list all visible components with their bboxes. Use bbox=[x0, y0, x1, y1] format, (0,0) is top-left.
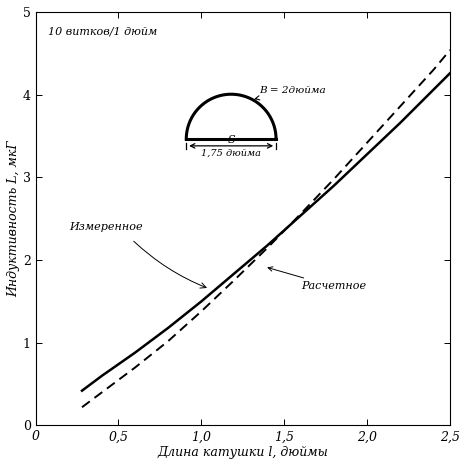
Text: S: S bbox=[227, 135, 235, 144]
Y-axis label: Индуктивность L, мкГ: Индуктивность L, мкГ bbox=[7, 140, 20, 297]
Text: Измеренное: Измеренное bbox=[69, 222, 142, 232]
Text: Расчетное: Расчетное bbox=[268, 267, 366, 292]
Text: 1,75 дюйма: 1,75 дюйма bbox=[201, 149, 261, 158]
Text: 10 витков/1 дюйм: 10 витков/1 дюйм bbox=[48, 27, 157, 36]
X-axis label: Длина катушки l, дюймы: Длина катушки l, дюймы bbox=[157, 446, 328, 459]
Text: B = 2дюйма: B = 2дюйма bbox=[255, 86, 325, 100]
